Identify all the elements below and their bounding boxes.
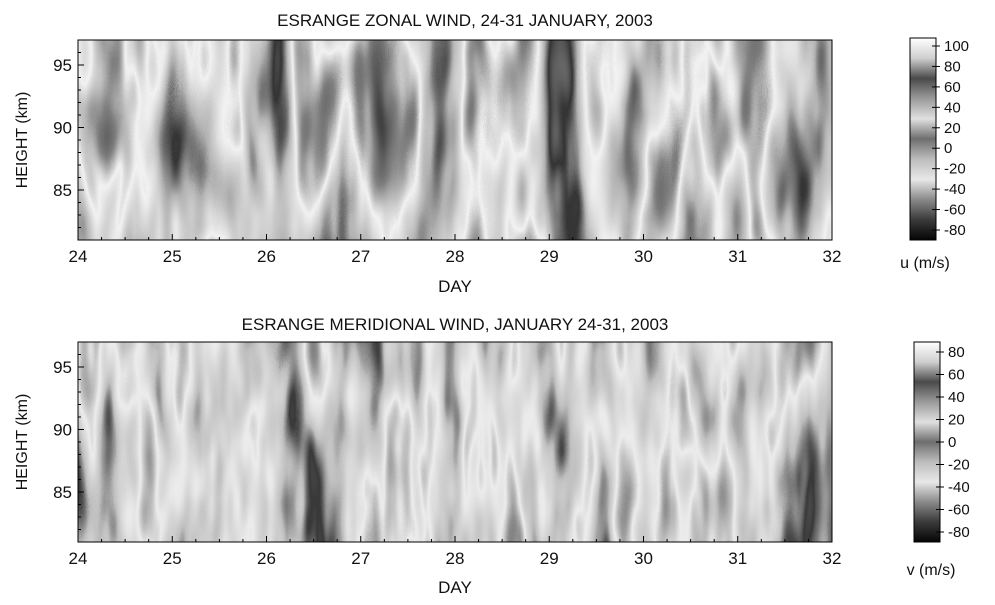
zonal-x-tick-label: 26 — [257, 247, 276, 266]
zonal-x-axis: 24 25 26 27 28 29 30 31 32 — [69, 234, 842, 266]
meridional-x-tick-label: 29 — [540, 549, 559, 568]
zonal-y-label: HEIGHT (km) — [14, 92, 31, 189]
meridional-y-tick-label: 95 — [53, 358, 72, 377]
meridional-x-tick-label: 26 — [257, 549, 276, 568]
meridional-y-tick-label: 90 — [53, 421, 72, 440]
meridional-x-axis: 24 25 26 27 28 29 30 31 32 — [69, 536, 842, 568]
meridional-wind-panel: ESRANGE MERIDIONAL WIND, JANUARY 24-31, … — [14, 315, 970, 597]
zonal-colorbar-tick-label: 100 — [944, 38, 969, 55]
meridional-contour-field — [78, 342, 832, 542]
zonal-x-tick-label: 24 — [69, 247, 88, 266]
zonal-colorbar-tick-label: 40 — [944, 99, 961, 116]
meridional-x-tick-label: 28 — [446, 549, 465, 568]
meridional-x-tick-label: 31 — [728, 549, 747, 568]
zonal-x-tick-label: 27 — [351, 247, 370, 266]
meridional-x-tick-label: 24 — [69, 549, 88, 568]
meridional-colorbar-tick-label: 40 — [948, 389, 965, 406]
meridional-x-tick-label: 32 — [823, 549, 842, 568]
meridional-title: ESRANGE MERIDIONAL WIND, JANUARY 24-31, … — [242, 315, 669, 334]
zonal-colorbar-tick-label: 0 — [944, 140, 952, 157]
meridional-colorbar-tick-label: 0 — [948, 434, 956, 451]
meridional-colorbar-ticks: 80 60 40 20 0 -20 -40 -60 -80 — [936, 344, 970, 541]
meridional-x-tick-label: 27 — [351, 549, 370, 568]
zonal-colorbar-tick-label: -60 — [944, 202, 966, 219]
zonal-x-tick-label: 31 — [728, 247, 747, 266]
meridional-colorbar-tick-label: 60 — [948, 367, 965, 384]
zonal-colorbar-tick-label: -80 — [944, 222, 966, 239]
meridional-colorbar-tick-label: 80 — [948, 344, 965, 361]
zonal-contour-field — [78, 40, 832, 240]
zonal-y-tick-label: 90 — [53, 119, 72, 138]
zonal-colorbar-tick-label: -20 — [944, 161, 966, 178]
zonal-x-tick-label: 30 — [634, 247, 653, 266]
zonal-colorbar-label: u (m/s) — [900, 255, 950, 272]
meridional-y-label: HEIGHT (km) — [14, 394, 31, 491]
zonal-x-tick-label: 32 — [823, 247, 842, 266]
zonal-colorbar-tick-label: -40 — [944, 181, 966, 198]
meridional-y-tick-label: 85 — [53, 483, 72, 502]
meridional-colorbar-label: v (m/s) — [907, 562, 956, 579]
zonal-x-tick-label: 28 — [446, 247, 465, 266]
zonal-colorbar-tick-label: 20 — [944, 120, 961, 137]
zonal-colorbar-tick-label: 60 — [944, 79, 961, 96]
meridional-colorbar-tick-label: -20 — [948, 457, 970, 474]
zonal-x-tick-label: 25 — [163, 247, 182, 266]
meridional-colorbar-tick-label: -80 — [948, 524, 970, 541]
zonal-colorbar — [909, 37, 937, 241]
meridional-x-tick-label: 25 — [163, 549, 182, 568]
meridional-x-label: DAY — [438, 578, 472, 597]
meridional-y-axis: 85 90 95 — [53, 341, 84, 543]
zonal-y-tick-label: 95 — [53, 56, 72, 75]
zonal-x-label: DAY — [438, 277, 472, 296]
meridional-colorbar — [913, 341, 941, 543]
zonal-colorbar-ticks: 100 80 60 40 20 0 -20 -40 -60 -80 — [932, 38, 969, 239]
zonal-x-tick-label: 29 — [540, 247, 559, 266]
meridional-x-tick-label: 30 — [634, 549, 653, 568]
zonal-colorbar-tick-label: 80 — [944, 58, 961, 75]
meridional-colorbar-tick-label: -40 — [948, 479, 970, 496]
zonal-y-tick-label: 85 — [53, 181, 72, 200]
meridional-colorbar-tick-label: 20 — [948, 412, 965, 429]
zonal-title: ESRANGE ZONAL WIND, 24-31 JANUARY, 2003 — [277, 11, 653, 30]
zonal-wind-panel: ESRANGE ZONAL WIND, 24-31 JANUARY, 2003 … — [14, 11, 969, 296]
zonal-y-axis: 85 90 95 — [53, 39, 84, 241]
meridional-colorbar-tick-label: -60 — [948, 502, 970, 519]
